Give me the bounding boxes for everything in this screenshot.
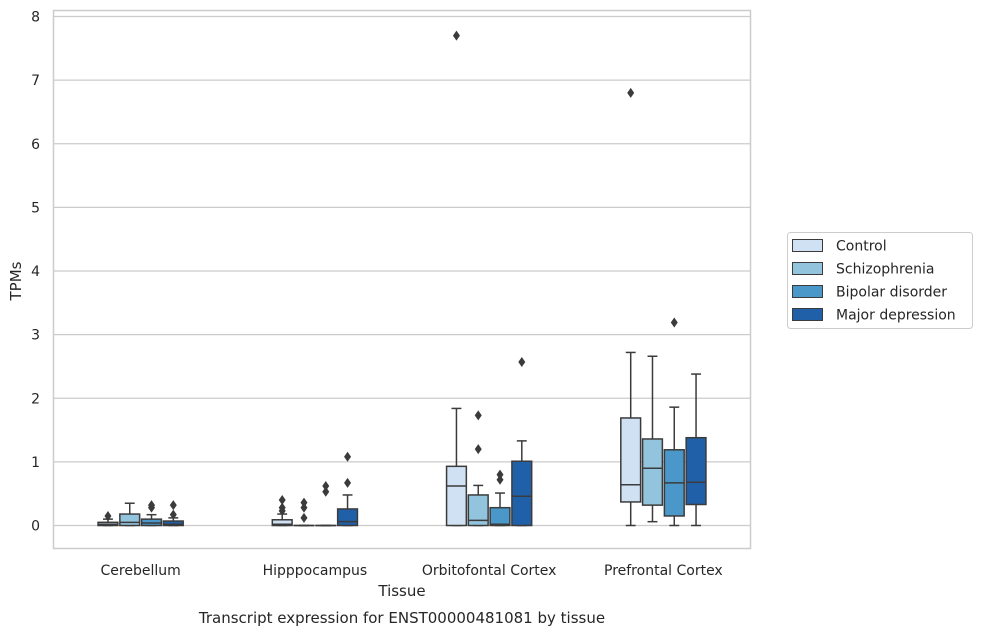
outlier-1 [474,410,482,421]
box-major-depression-cerebellum [162,500,184,527]
outlier-1 [322,481,330,492]
outlier-1 [300,502,308,513]
box-iqr [162,520,184,527]
box-iqr [641,438,664,506]
outlier-0 [322,486,330,497]
outlier-0 [627,87,635,98]
legend-swatch-schizophrenia [792,262,823,275]
x-tick-label-prefrontal-cortex: Prefrontal Cortex [604,563,723,579]
box-schizophrenia-hipppocampus [293,497,315,527]
outlier-0 [344,477,352,488]
outlier-0 [518,356,526,367]
box-schizophrenia-cerebellum [119,502,141,527]
outlier-0 [104,510,112,521]
y-axis-ticks: 0 1 2 3 4 5 6 7 8 [31,10,40,535]
legend-label-schizophrenia: Schizophrenia [836,262,934,278]
box-schizophrenia-orbitofontal-cortex [467,410,489,527]
outlier-1 [344,451,352,462]
legend-swatch-bipolar-disorder [792,285,823,298]
box-iqr [511,460,533,527]
box-iqr [489,506,511,527]
legend-label-bipolar-disorder: Bipolar disorder [836,285,947,301]
chart-caption: Transcript expression for ENST0000048108… [198,609,605,627]
legend-frame [787,232,973,329]
outlier-0 [169,509,177,520]
legend: Control Schizophrenia Bipolar disorder Majo… [787,232,973,329]
box-iqr [685,436,707,506]
x-axis-ticks: Cerebellum Hipppocampus Orbitofontal Corte… [101,563,723,579]
box-control-cerebellum [97,510,119,527]
outlier-0 [300,512,308,523]
box-control-prefrontal-cortex [620,87,642,527]
box-iqr [336,508,359,527]
outlier-2 [278,495,286,506]
outlier-0 [670,317,678,328]
box-schizophrenia-prefrontal-cortex [641,355,664,523]
box-iqr [467,494,489,527]
legend-entries: Control Schizophrenia Bipolar disorder Majo… [792,239,956,324]
box-bipolar-disorder-cerebellum [140,500,163,527]
box-major-depression-hipppocampus [336,451,359,527]
box-control-orbitofontal-cortex [445,30,468,527]
box-plot-area [97,30,707,527]
x-tick-label-cerebellum: Cerebellum [101,563,181,579]
outlier-1 [496,469,504,480]
legend-label-control: Control [836,239,887,255]
y-axis-title: TPMs [7,261,25,301]
box-control-hipppocampus [271,495,293,527]
y-tick-label-5: 5 [31,200,40,216]
y-tick-label-0: 0 [31,519,40,535]
y-tick-label-3: 3 [31,328,40,344]
outlier-0 [474,444,482,455]
y-tick-label-6: 6 [31,137,40,153]
grid-lines [53,15,751,527]
outlier-0 [496,474,504,485]
legend-label-major-depression: Major depression [836,308,956,324]
x-tick-label-orbitofontal-cortex: Orbitofontal Cortex [422,563,557,579]
box-bipolar-disorder-orbitofontal-cortex [489,469,511,527]
plot-frame [52,9,752,550]
outlier-0 [452,30,460,41]
box-iqr [119,513,141,527]
outlier-1 [278,502,286,513]
y-tick-label-7: 7 [31,73,40,89]
y-tick-label-2: 2 [31,391,40,407]
y-tick-label-1: 1 [31,455,40,471]
box-major-depression-orbitofontal-cortex [511,356,533,527]
box-iqr [271,519,293,527]
box-iqr [620,417,642,503]
outlier-1 [148,500,156,511]
box-major-depression-prefrontal-cortex [685,373,707,527]
outlier-2 [300,497,308,508]
legend-swatch-major-depression [792,308,823,321]
x-tick-label-hipppocampus: Hipppocampus [263,563,368,579]
box-bipolar-disorder-prefrontal-cortex [663,317,685,527]
legend-swatch-control [792,239,823,252]
outlier-1 [169,500,177,511]
x-axis-title: Tissue [377,582,425,600]
y-tick-label-8: 8 [31,10,40,26]
box-iqr [445,465,468,527]
box-bipolar-disorder-hipppocampus [315,481,337,527]
y-tick-label-4: 4 [31,264,40,280]
